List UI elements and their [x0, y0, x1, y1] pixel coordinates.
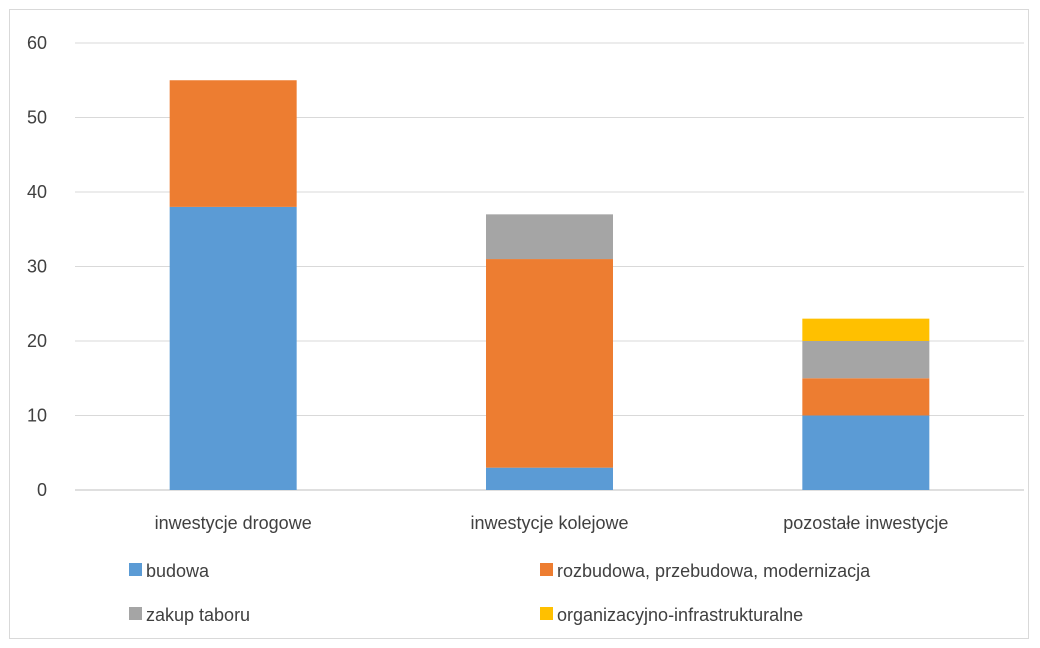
- y-tick-label: 30: [27, 257, 47, 277]
- bar-segment: [169, 80, 297, 207]
- legend-swatch: [540, 607, 553, 620]
- bar-segment: [802, 378, 930, 416]
- bar-segment: [486, 467, 613, 490]
- y-tick-label: 20: [27, 331, 47, 351]
- bars: [169, 80, 930, 490]
- legend-swatch: [129, 563, 142, 576]
- bar-segment: [802, 341, 930, 379]
- legend-label: zakup taboru: [146, 605, 250, 625]
- x-category-label: inwestycje kolejowe: [470, 513, 628, 533]
- legend-swatch: [129, 607, 142, 620]
- bar-segment: [486, 259, 613, 468]
- bar-segment: [169, 206, 297, 490]
- x-axis-category-labels: inwestycje drogowe inwestycje kolejowe poz…: [155, 513, 949, 533]
- bar-segment: [802, 415, 930, 490]
- legend: budowa rozbudowa, przebudowa, modernizacj…: [129, 561, 871, 625]
- bar-segment: [802, 318, 930, 341]
- y-tick-label: 10: [27, 406, 47, 426]
- bar-segment: [486, 214, 613, 260]
- y-tick-label: 0: [37, 480, 47, 500]
- legend-label: organizacyjno-infrastrukturalne: [557, 605, 803, 625]
- y-tick-label: 40: [27, 182, 47, 202]
- y-tick-label: 60: [27, 33, 47, 53]
- y-axis-tick-labels: 0 10 20 30 40 50 60: [27, 33, 47, 500]
- x-category-label: inwestycje drogowe: [155, 513, 312, 533]
- legend-label: rozbudowa, przebudowa, modernizacja: [557, 561, 871, 581]
- x-category-label: pozostałe inwestycje: [783, 513, 948, 533]
- legend-swatch: [540, 563, 553, 576]
- y-tick-label: 50: [27, 108, 47, 128]
- legend-label: budowa: [146, 561, 210, 581]
